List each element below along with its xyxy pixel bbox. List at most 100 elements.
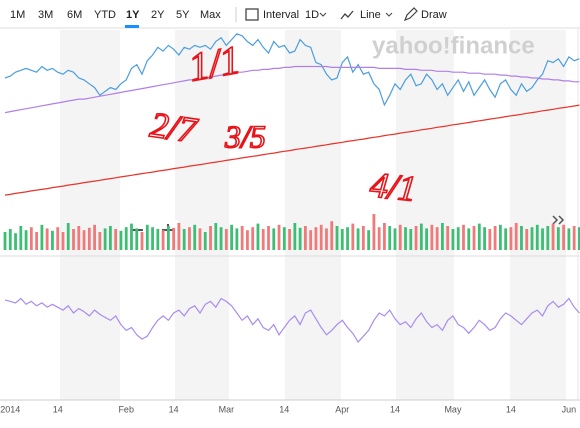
series-line	[4, 104, 580, 196]
interval-value[interactable]: 1D	[305, 9, 319, 21]
volume-bar	[56, 227, 60, 250]
volume-bar	[504, 228, 508, 250]
volume-bar	[77, 226, 81, 250]
volume-bar	[224, 229, 228, 250]
volume-bar	[35, 232, 39, 250]
chart-type[interactable]: Line	[360, 9, 381, 21]
scroll-icon[interactable]	[552, 215, 565, 225]
volume-bar	[404, 227, 407, 250]
volume-bar	[61, 232, 65, 250]
volume-bar	[282, 227, 286, 250]
volume-bar	[377, 227, 381, 250]
volume-bar	[293, 223, 297, 250]
x-tick-label: Mar	[219, 404, 235, 414]
range-button[interactable]: Max	[200, 9, 221, 21]
volume-bar	[230, 224, 234, 250]
volume-bar	[103, 228, 107, 250]
stripe	[60, 30, 120, 400]
volume-bar	[319, 224, 323, 250]
volume-bar	[488, 229, 492, 250]
volume-bar	[45, 228, 49, 250]
volume-bar	[188, 227, 191, 250]
range-button[interactable]: YTD	[94, 9, 116, 21]
volume-bar	[51, 230, 54, 250]
stripe	[396, 30, 454, 400]
month-stripes	[60, 30, 566, 400]
volume-bar	[556, 227, 560, 250]
volume-bar	[367, 230, 371, 250]
volume-bar	[156, 229, 160, 250]
selected-underline	[125, 25, 139, 28]
volume-bar	[214, 223, 218, 250]
volume-bar	[509, 227, 513, 250]
volume-bar	[314, 227, 318, 250]
x-tick-label: 14	[506, 404, 516, 414]
volume-bar	[551, 223, 555, 250]
volume-bar	[66, 223, 70, 250]
volume-bar	[477, 223, 481, 250]
range-button[interactable]: 3M	[38, 9, 53, 21]
volume-bar	[119, 230, 123, 250]
volume-bar	[193, 224, 197, 250]
volume-bar	[393, 228, 397, 250]
volume-bar	[572, 226, 576, 250]
volume-bar	[235, 228, 239, 250]
volume-bar	[166, 226, 170, 250]
volume-bar	[203, 232, 207, 250]
draw-button[interactable]: Draw	[421, 9, 447, 21]
volume-bar	[109, 226, 112, 250]
volume-bar	[372, 214, 376, 250]
volume-bar	[130, 223, 133, 250]
volume-bar	[256, 223, 260, 250]
volume-bar	[303, 226, 307, 250]
range-button[interactable]: 1M	[10, 9, 25, 21]
volume-bar	[346, 227, 349, 250]
volume-bar	[335, 226, 339, 250]
handwritten-annotation: 3/5	[224, 118, 266, 154]
volume-bar	[430, 224, 434, 250]
volume-bar	[419, 223, 423, 250]
volume-bar	[530, 227, 534, 250]
volume-bar	[151, 227, 154, 250]
caret	[319, 12, 327, 17]
volume-bar	[209, 226, 212, 250]
volume-bar	[93, 224, 96, 250]
volume-bar	[172, 227, 176, 250]
volume-bar	[14, 233, 17, 250]
volume-bar	[246, 230, 249, 250]
volume-bar	[114, 229, 118, 250]
x-tick-label: 14	[53, 404, 63, 414]
volume-bar	[161, 230, 165, 250]
volume-bar	[288, 229, 291, 250]
line-icon	[340, 10, 354, 20]
x-tick-label: 14	[279, 404, 289, 414]
volume-bar	[240, 226, 244, 250]
volume-bar	[525, 229, 529, 250]
volume-bar	[124, 227, 128, 250]
volume-bar	[330, 221, 334, 250]
volume-bar	[219, 227, 223, 250]
volume-bar	[298, 227, 302, 250]
volume-bar	[425, 228, 428, 250]
series-line	[4, 297, 580, 343]
range-button[interactable]: 2Y	[151, 9, 165, 21]
volume-bar	[351, 223, 355, 250]
volume-bar	[19, 226, 23, 250]
volume-bar	[140, 232, 144, 250]
volume-bar	[356, 228, 360, 250]
toolbar: Interval 1D Line Draw 1M 3M 6M YTD 1Y 2Y 5Y Max	[10, 7, 447, 28]
volume-bar	[535, 224, 539, 250]
x-tick-label: 14	[169, 404, 179, 414]
volume-bar	[456, 227, 460, 250]
range-button[interactable]: 5Y	[176, 9, 190, 21]
volume-bar	[8, 229, 12, 250]
range-button[interactable]: 6M	[67, 9, 82, 21]
volume-bar	[340, 229, 344, 250]
volume-bar	[135, 228, 139, 250]
interval-label[interactable]: Interval	[263, 9, 299, 21]
volume-bar	[267, 226, 270, 250]
volume-bar	[272, 228, 276, 250]
range-button[interactable]: 1Y	[126, 9, 140, 21]
series-line	[4, 65, 580, 114]
